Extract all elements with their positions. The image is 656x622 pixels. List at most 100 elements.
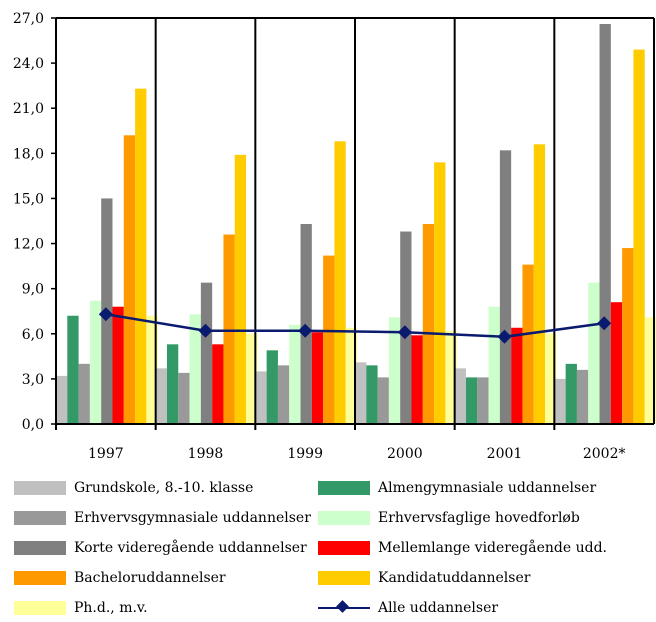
legend-swatch: [14, 481, 66, 495]
bar: [599, 24, 611, 425]
legend-item-almengymnasiale: Almengymnasiale uddannelser: [318, 478, 596, 498]
bar: [554, 378, 566, 424]
bar: [345, 327, 358, 424]
bar: [289, 324, 301, 424]
bar: [411, 335, 423, 424]
legend-item-alle: Alle uddannelser: [318, 598, 498, 618]
line-series-path: [105, 312, 605, 339]
x-tick-label: 2001: [487, 446, 523, 462]
legend-label: Grundskole, 8.-10. klasse: [74, 480, 254, 496]
legend-label: Almengymnasiale uddannelser: [378, 480, 597, 496]
bar: [89, 300, 102, 424]
legend-item-kandidat: Kandidatuddannelser: [318, 568, 530, 588]
line-point: [198, 323, 213, 338]
legend-item-korte: Korte videregående uddannelser: [14, 538, 307, 558]
legend-line-diamond-icon: [318, 601, 370, 615]
legend: Grundskole, 8.-10. klasse Almengymnasial…: [0, 470, 656, 622]
bar: [112, 306, 124, 424]
y-tick-label: 6,0: [22, 327, 44, 343]
legend-swatch: [318, 541, 370, 555]
line-point: [597, 316, 612, 331]
legend-item-erhvervsgymnasiale: Erhvervsgymnasiale uddannelser: [14, 508, 311, 528]
legend-swatch: [14, 541, 66, 555]
bar: [166, 344, 179, 424]
legend-item-mellemlange: Mellemlange videregående udd.: [318, 538, 607, 558]
bar: [78, 363, 90, 424]
legend-label: Bacheloruddannelser: [74, 570, 226, 586]
legend-label: Alle uddannelser: [378, 600, 499, 616]
bar: [135, 88, 147, 424]
legend-item-bachelor: Bacheloruddannelser: [14, 568, 226, 588]
legend-label: Mellemlange videregående udd.: [378, 540, 607, 556]
y-tick-label: 3,0: [22, 372, 44, 388]
y-tick-label: 15,0: [13, 191, 44, 207]
bar: [334, 141, 346, 424]
bar: [246, 333, 258, 424]
bar: [644, 317, 656, 424]
bar: [234, 154, 247, 424]
legend-swatch: [318, 571, 370, 585]
y-tick-label: 24,0: [13, 56, 44, 72]
bar: [323, 255, 335, 424]
legend-item-phd: Ph.d., m.v.: [14, 598, 148, 618]
line-point: [98, 307, 113, 322]
chart: 0,0 3,0 6,0 9,0 12,0 15,0 18,0 21,0 24,0 27,0 199…: [13, 11, 656, 462]
bar: [622, 248, 634, 424]
bar: [277, 365, 290, 424]
legend-swatch: [14, 511, 66, 525]
bar: [355, 362, 367, 424]
bar: [588, 282, 600, 424]
bar: [576, 369, 589, 424]
x-tick-label: 1997: [88, 446, 124, 462]
bar: [633, 49, 645, 424]
bar: [56, 375, 68, 424]
bar: [366, 365, 378, 424]
bar: [388, 317, 401, 424]
bar: [445, 330, 457, 424]
y-tick-label: 12,0: [13, 237, 44, 253]
line-point: [497, 329, 512, 344]
bar: [477, 377, 489, 424]
line-point: [397, 325, 412, 340]
legend-label: Kandidatuddannelser: [378, 570, 531, 586]
bar: [522, 264, 534, 424]
y-tick-label: 18,0: [13, 146, 44, 162]
x-tick-label: 1999: [287, 446, 323, 462]
bar: [255, 371, 267, 424]
legend-label: Ph.d., m.v.: [74, 600, 148, 616]
bar: [200, 282, 213, 424]
legend-item-erhvervsfaglige: Erhvervsfaglige hovedforløb: [318, 508, 580, 528]
legend-swatch: [14, 601, 66, 615]
bar: [565, 363, 577, 424]
y-tick-label: 9,0: [22, 282, 44, 298]
legend-swatch: [318, 511, 370, 525]
bar: [311, 332, 324, 424]
bar: [434, 162, 446, 424]
legend-label: Erhvervsgymnasiale uddannelser: [74, 510, 311, 526]
x-tick-label: 2000: [387, 446, 423, 462]
y-tick-label: 27,0: [13, 11, 44, 27]
bar: [300, 224, 312, 424]
bar: [189, 314, 201, 424]
bar: [610, 302, 623, 424]
x-tick-label: 1998: [188, 446, 224, 462]
bar: [212, 344, 224, 424]
bar: [545, 333, 557, 424]
legend-swatch: [14, 571, 66, 585]
legend-swatch: [318, 481, 370, 495]
bar: [499, 150, 512, 424]
legend-item-grundskole: Grundskole, 8.-10. klasse: [14, 478, 253, 498]
line-series: [98, 307, 612, 344]
x-tick-label: 2002*: [583, 446, 626, 462]
x-tick-labels: 1997 1998 1999 2000 2001 2002*: [88, 446, 625, 462]
bar: [67, 315, 79, 424]
bar: [465, 377, 478, 424]
bar: [511, 327, 523, 424]
bar: [488, 306, 500, 424]
category-gridlines: [154, 18, 556, 430]
bar: [377, 377, 389, 424]
bar: [454, 368, 466, 424]
bar: [422, 224, 435, 424]
bar: [123, 135, 136, 425]
axes: [55, 17, 655, 430]
